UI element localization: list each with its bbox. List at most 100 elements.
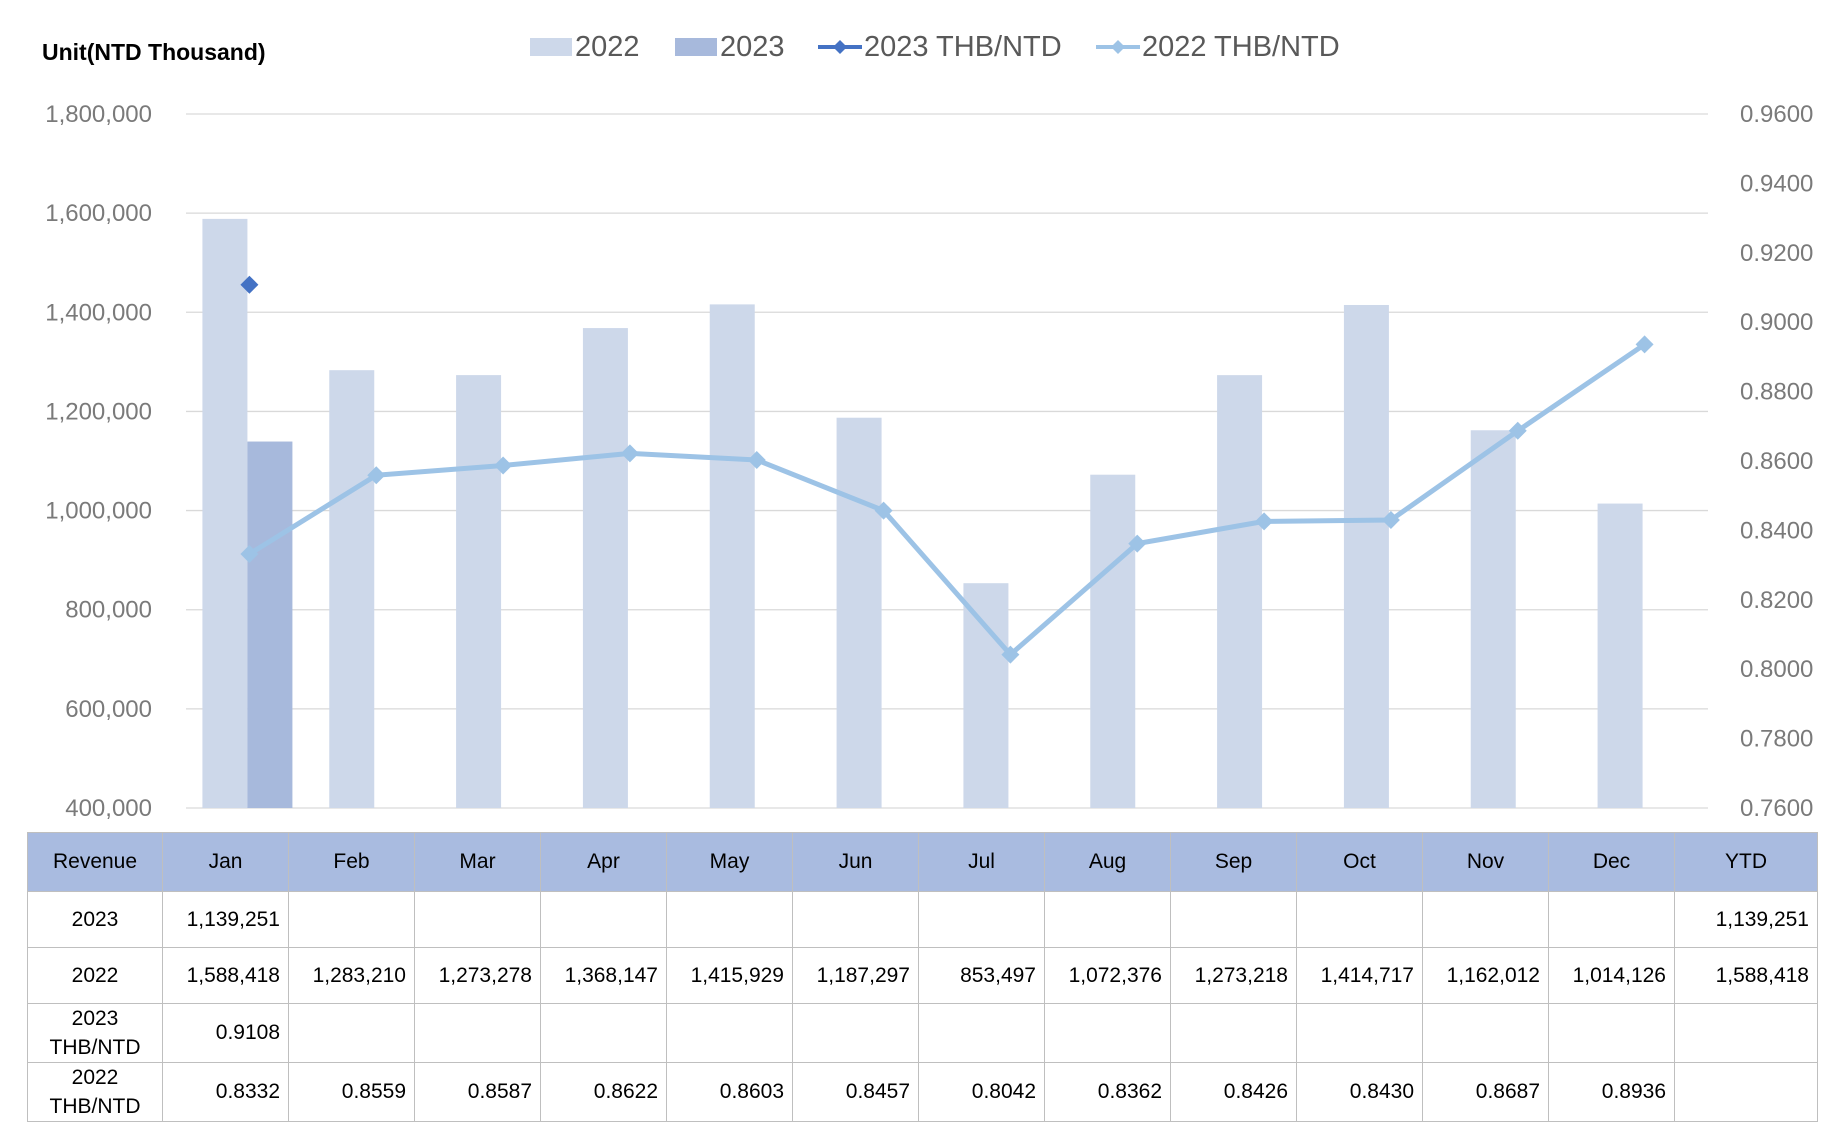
table-cell	[1044, 891, 1171, 948]
table-cell	[1674, 1003, 1818, 1063]
table-cell	[918, 1003, 1045, 1063]
legend-marker	[1111, 40, 1125, 54]
legend-label: 2022 THB/NTD	[1142, 31, 1340, 63]
legend-label: 2022	[575, 31, 640, 63]
table-cell	[1170, 891, 1297, 948]
row-label: 2023 THB/NTD	[27, 1003, 163, 1063]
bar-2022-jun	[836, 417, 882, 808]
legend-marker	[833, 40, 847, 54]
table-cell: 0.8332	[162, 1062, 289, 1122]
table-cell: 1,368,147	[540, 947, 667, 1004]
point-2022-thb-ntd-aug	[1128, 534, 1147, 553]
data-table: Revenue Jan Feb Mar Apr May Jun Jul Aug Sep Oct Nov…	[27, 832, 1818, 1122]
table-row: 2022 1,588,418 1,283,210 1,273,278 1,368,147…	[27, 947, 1818, 1004]
legend-swatch	[675, 38, 717, 56]
y-tick-label: 1,800,000	[45, 101, 152, 128]
table-header-cell: Sep	[1170, 832, 1297, 892]
table-cell	[1044, 1003, 1171, 1063]
y2-tick-label: 0.8600	[1740, 448, 1813, 475]
point-2022-thb-ntd-apr	[620, 444, 639, 463]
row-label-part: 2022	[71, 964, 119, 987]
left-axis: 1,800,000 1,600,000 1,400,000 1,200,000 1,00…	[45, 101, 152, 822]
table-cell: 0.8362	[1044, 1062, 1171, 1122]
revenue-chart: 1,800,000 1,600,000 1,400,000 1,200,000 1,00…	[42, 31, 1813, 822]
table-cell: 1,588,418	[1674, 947, 1818, 1004]
y2-tick-label: 0.8800	[1740, 379, 1813, 406]
unit-label: Unit(NTD Thousand)	[42, 39, 266, 65]
y-tick-label: 1,200,000	[45, 398, 152, 425]
bar-2022-may	[709, 304, 755, 808]
table-cell: 1,014,126	[1548, 947, 1675, 1004]
table-cell: 0.8936	[1548, 1062, 1675, 1122]
point-2022-thb-ntd-jun	[874, 501, 893, 520]
table-header-cell: Nov	[1422, 832, 1549, 892]
y-tick-label: 1,000,000	[45, 498, 152, 525]
legend-swatch	[530, 38, 572, 56]
y2-tick-label: 0.9400	[1740, 170, 1813, 197]
bar-2022-aug	[1090, 474, 1136, 808]
table-cell	[414, 1003, 541, 1063]
y-tick-label: 600,000	[65, 696, 152, 723]
table-cell	[540, 1003, 667, 1063]
table-body: 2023 1,139,251 1,139,251 2022 1,588,418 1,283…	[27, 891, 1818, 1122]
point-2022-thb-ntd-may	[747, 450, 766, 469]
table-cell	[288, 1003, 415, 1063]
legend-label: 2023 THB/NTD	[864, 31, 1062, 63]
point-2022-thb-ntd-jan	[240, 544, 259, 563]
bar-2022-oct	[1343, 304, 1389, 808]
table-cell	[792, 1003, 919, 1063]
table-cell: 1,273,278	[414, 947, 541, 1004]
y2-tick-label: 0.8400	[1740, 517, 1813, 544]
bar-2022-dec	[1597, 503, 1643, 808]
bar-2022-sep	[1217, 375, 1263, 808]
table-cell: 1,414,717	[1296, 947, 1423, 1004]
y-tick-label: 800,000	[65, 597, 152, 624]
row-label-part: 2023	[71, 908, 119, 931]
table-cell: 1,139,251	[162, 891, 289, 948]
table-cell: 0.8687	[1422, 1062, 1549, 1122]
table-cell: 0.8042	[918, 1062, 1045, 1122]
y2-tick-label: 0.9200	[1740, 240, 1813, 267]
table-cell: 1,139,251	[1674, 891, 1818, 948]
table-cell	[1296, 1003, 1423, 1063]
row-label: 2023	[27, 891, 163, 948]
bar-2022-jan	[202, 218, 248, 808]
table-cell	[1548, 891, 1675, 948]
bar-2023-jan	[247, 441, 293, 808]
table-cell: 0.8587	[414, 1062, 541, 1122]
table-cell: 0.8603	[666, 1062, 793, 1122]
right-axis: 0.9600 0.9400 0.9200 0.9000 0.8800 0.8600 0.84…	[1740, 101, 1813, 822]
table-header-cell: Oct	[1296, 832, 1423, 892]
table-cell	[666, 1003, 793, 1063]
row-label-part: THB/NTD	[49, 1036, 141, 1059]
legend-label: 2023	[720, 31, 785, 63]
table-header-cell: Jan	[162, 832, 289, 892]
table-cell: 0.8559	[288, 1062, 415, 1122]
table-row: 2023 THB/NTD 0.9108	[27, 1003, 1818, 1063]
table-cell	[288, 891, 415, 948]
bar-2022-feb	[329, 370, 375, 808]
y2-tick-label: 0.9000	[1740, 309, 1813, 336]
bar-2022-nov	[1470, 430, 1516, 808]
table-header-cell: Aug	[1044, 832, 1171, 892]
point-2022-thb-ntd-oct	[1381, 510, 1400, 529]
line-2022-thb-ntd	[248, 342, 1646, 658]
y2-tick-label: 0.7600	[1740, 795, 1813, 822]
y2-tick-label: 0.9600	[1740, 101, 1813, 128]
table-cell	[1170, 1003, 1297, 1063]
table-header-cell: Jun	[792, 832, 919, 892]
bar-2022-mar	[456, 375, 502, 808]
table-cell: 0.8622	[540, 1062, 667, 1122]
table-header-row: Revenue Jan Feb Mar Apr May Jun Jul Aug Sep Oct Nov…	[27, 832, 1818, 892]
table-cell: 0.8430	[1296, 1062, 1423, 1122]
row-label-part: THB/NTD	[49, 1095, 141, 1118]
y2-tick-label: 0.8200	[1740, 587, 1813, 614]
y-tick-label: 1,600,000	[45, 200, 152, 227]
table-header-cell: Feb	[288, 832, 415, 892]
point-2022-thb-ntd-sep	[1255, 512, 1274, 531]
point-2023-thb-ntd-jan	[240, 275, 259, 294]
lines	[240, 275, 1654, 664]
y-tick-label: 400,000	[65, 795, 152, 822]
bar-2022-jul	[963, 583, 1009, 808]
table-cell: 1,415,929	[666, 947, 793, 1004]
